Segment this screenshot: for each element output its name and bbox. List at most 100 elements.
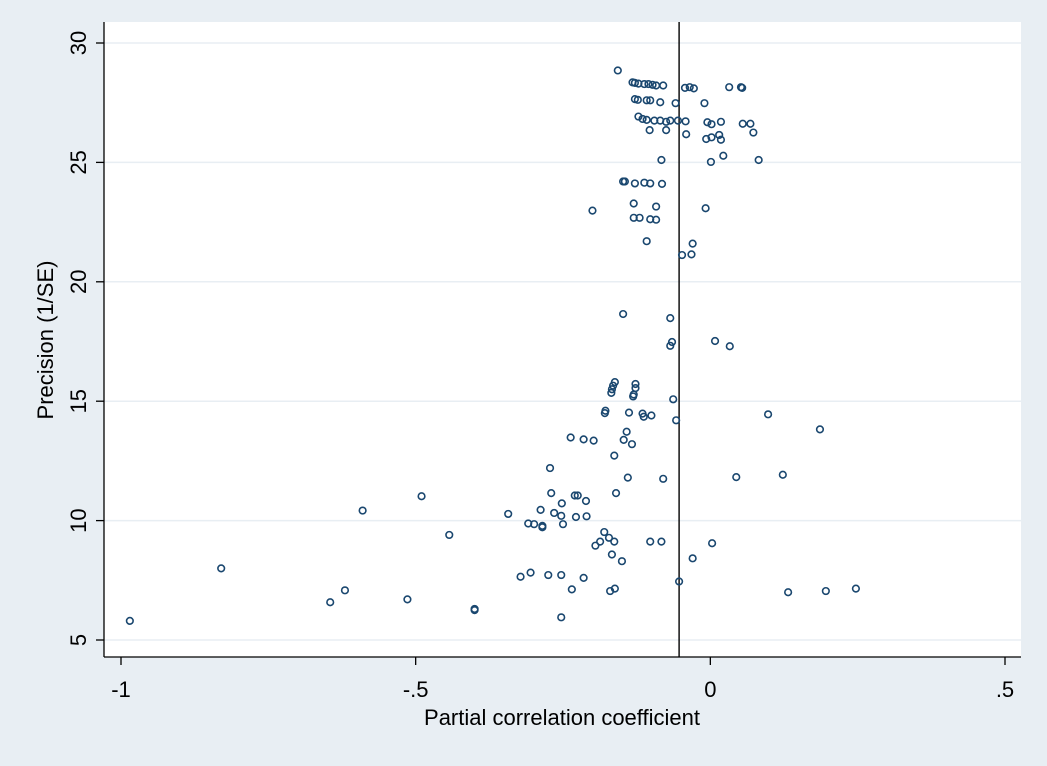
data-point — [610, 537, 619, 546]
data-point — [671, 99, 680, 108]
data-point — [600, 527, 609, 537]
data-point — [666, 341, 675, 350]
data-point — [627, 440, 637, 449]
data-point — [657, 155, 666, 165]
data-point — [662, 126, 671, 135]
data-point — [685, 83, 694, 92]
data-point — [504, 509, 513, 519]
y-tick-label: 30 — [66, 31, 91, 55]
data-point — [647, 411, 656, 420]
data-point — [571, 512, 581, 522]
data-point — [470, 606, 479, 615]
data-points — [125, 66, 860, 625]
data-point — [707, 133, 716, 142]
data-point — [666, 313, 675, 323]
data-point — [570, 491, 579, 500]
data-point — [607, 388, 616, 397]
data-point — [639, 412, 648, 421]
data-point — [591, 541, 600, 550]
data-point — [763, 410, 773, 419]
data-point — [754, 155, 763, 165]
data-point — [581, 496, 591, 506]
data-point — [558, 520, 568, 529]
data-point — [659, 474, 668, 483]
data-point — [567, 585, 576, 594]
data-point — [662, 117, 671, 126]
data-point — [573, 491, 582, 500]
data-point — [642, 237, 651, 246]
y-axis-label: Precision (1/SE) — [33, 261, 58, 420]
data-point — [645, 126, 654, 135]
y-tick-label: 20 — [66, 270, 91, 294]
data-point — [526, 568, 535, 577]
data-point — [738, 83, 747, 92]
data-point — [622, 427, 631, 436]
data-point — [710, 336, 720, 346]
data-point — [403, 595, 412, 604]
data-point — [547, 489, 556, 498]
data-point — [657, 179, 667, 188]
data-point — [596, 537, 605, 546]
data-point — [656, 98, 665, 107]
x-tick-label: .5 — [996, 677, 1014, 702]
data-point — [716, 117, 726, 126]
data-point — [600, 409, 609, 418]
data-point — [652, 215, 661, 224]
data-point — [687, 250, 696, 259]
data-point — [715, 130, 724, 140]
data-point — [642, 96, 651, 105]
data-point — [604, 533, 614, 542]
plot-area — [104, 22, 1021, 657]
data-point — [716, 135, 726, 144]
data-point — [326, 598, 335, 607]
data-point — [340, 586, 350, 595]
data-point — [620, 177, 629, 186]
data-point — [631, 379, 640, 389]
x-axis-ticks: -1 -.5 0 .5 — [111, 657, 1014, 702]
data-point — [784, 588, 793, 597]
data-point — [640, 79, 649, 89]
data-point — [688, 239, 697, 248]
y-tick-label: 15 — [66, 389, 91, 413]
data-point — [746, 119, 755, 128]
data-point — [613, 66, 622, 75]
data-point — [778, 470, 787, 479]
data-point — [611, 489, 621, 498]
data-point — [646, 96, 655, 105]
data-point — [538, 523, 547, 532]
data-point — [610, 584, 619, 593]
data-point — [588, 206, 597, 215]
data-point — [689, 84, 698, 93]
data-point — [579, 573, 588, 583]
data-point — [445, 530, 454, 540]
data-point — [657, 537, 666, 546]
data-point — [652, 202, 661, 211]
data-point — [815, 425, 825, 434]
data-point — [536, 505, 545, 514]
data-point — [648, 80, 657, 89]
data-point — [666, 116, 675, 125]
data-point — [589, 436, 598, 445]
data-point — [672, 416, 681, 425]
data-point — [607, 385, 617, 394]
data-point — [674, 577, 684, 586]
data-point — [644, 79, 653, 89]
y-tick-label: 25 — [66, 150, 91, 174]
data-point — [530, 520, 539, 529]
data-point — [607, 550, 617, 559]
data-point — [417, 492, 426, 501]
data-point — [217, 564, 226, 573]
data-point — [557, 499, 566, 508]
data-point — [516, 572, 525, 581]
data-point — [557, 511, 566, 520]
data-point — [706, 157, 716, 167]
data-point — [545, 463, 555, 473]
data-point — [634, 112, 643, 121]
data-point — [638, 114, 647, 124]
data-point — [821, 586, 830, 596]
x-tick-label: -1 — [111, 677, 131, 702]
data-point — [125, 616, 134, 625]
data-point — [557, 613, 566, 622]
data-point — [633, 95, 642, 104]
